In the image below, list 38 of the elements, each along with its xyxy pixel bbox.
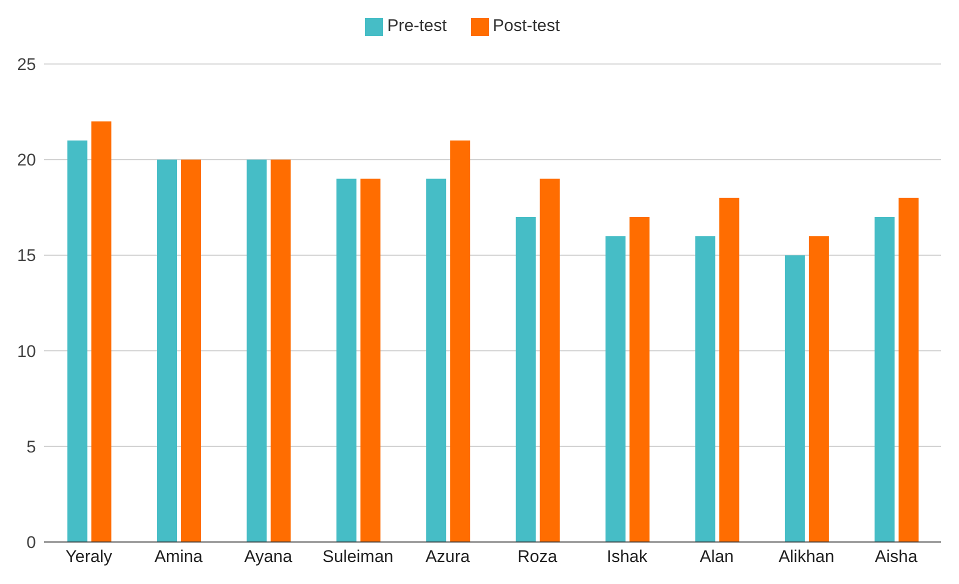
x-tick-label: Suleiman	[322, 547, 394, 566]
x-tick-label: Ishak	[606, 547, 648, 566]
x-tick-label: Ayana	[244, 547, 293, 566]
y-tick-label: 0	[26, 533, 36, 552]
bar	[336, 178, 356, 542]
x-tick-label: Yeraly	[66, 547, 113, 566]
x-tick-label: Amina	[154, 547, 204, 566]
y-tick-label: 10	[17, 342, 36, 361]
bar	[360, 178, 380, 542]
bar	[606, 236, 626, 542]
bar	[181, 160, 202, 542]
bar	[516, 216, 536, 542]
legend-label: Pre-test	[387, 16, 447, 35]
bar	[67, 140, 88, 542]
y-tick-label: 5	[26, 437, 36, 456]
bar	[91, 121, 112, 542]
bar	[808, 236, 829, 542]
bar	[630, 216, 650, 542]
bar	[695, 236, 716, 542]
bar	[898, 198, 919, 542]
bar	[719, 198, 740, 542]
legend-label: Post-test	[492, 16, 560, 35]
x-tick-label: Aisha	[874, 547, 918, 566]
x-tick-label: Alikhan	[778, 547, 834, 566]
y-tick-label: 25	[17, 55, 36, 74]
bar	[157, 160, 178, 542]
x-tick-label: Roza	[518, 547, 558, 566]
bar	[270, 160, 291, 542]
x-tick-label: Azura	[425, 547, 470, 566]
bar	[540, 178, 560, 542]
bar	[246, 160, 267, 542]
y-tick-label: 15	[17, 246, 36, 266]
bar	[450, 140, 470, 542]
bar	[874, 216, 895, 542]
bar	[426, 178, 446, 542]
bar	[784, 255, 805, 542]
x-tick-label: Alan	[700, 547, 734, 566]
y-tick-label: 20	[17, 150, 36, 170]
